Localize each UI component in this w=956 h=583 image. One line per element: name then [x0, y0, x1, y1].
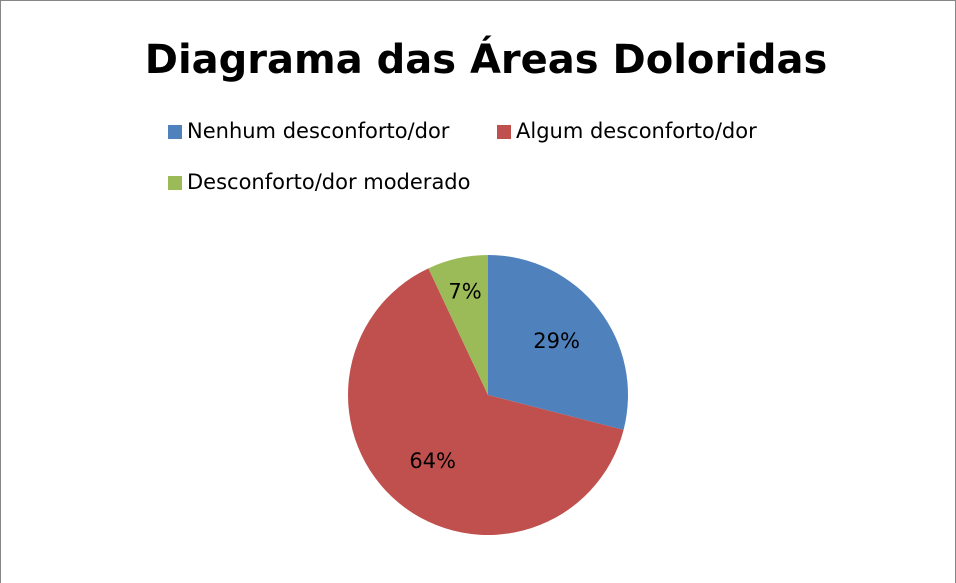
data-label: 29%: [533, 329, 580, 353]
data-label: 7%: [448, 280, 481, 304]
legend-label: Algum desconforto/dor: [516, 119, 757, 143]
pie-slice: [428, 255, 488, 395]
legend-swatch: [168, 176, 182, 190]
data-label: 64%: [409, 449, 456, 473]
pie-slice: [348, 268, 624, 535]
pie-slice: [488, 255, 628, 430]
chart-title: Diagrama das Áreas Doloridas: [145, 35, 828, 83]
legend-label: Desconforto/dor moderado: [187, 170, 471, 194]
legend-swatch: [168, 125, 182, 139]
legend-swatch: [497, 125, 511, 139]
legend-label: Nenhum desconforto/dor: [187, 119, 450, 143]
